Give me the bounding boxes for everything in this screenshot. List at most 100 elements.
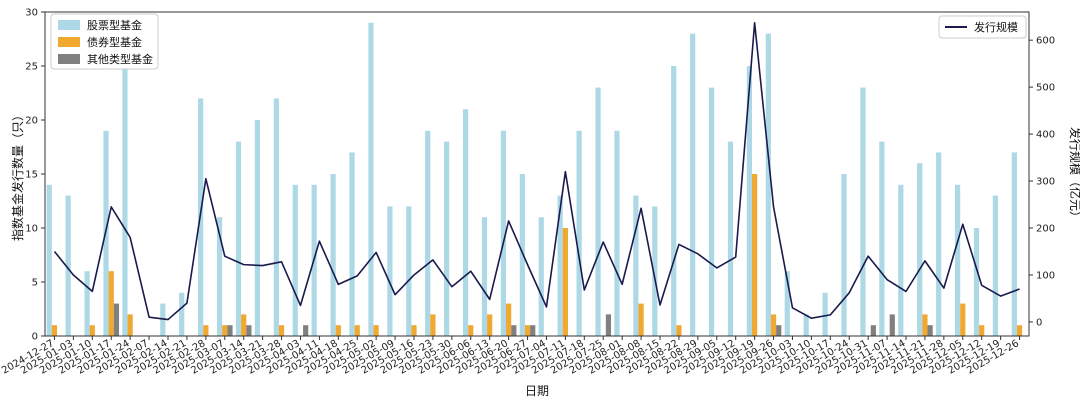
bar-stock <box>444 141 450 336</box>
y-tick-label-left: 25 <box>25 62 38 73</box>
bar-stock <box>84 271 90 336</box>
bar-other <box>511 325 517 336</box>
bar-bond <box>51 325 58 336</box>
y-tick-label-right: 600 <box>1036 36 1055 47</box>
bar-stock <box>803 314 809 336</box>
bar-stock <box>387 206 393 336</box>
legend-swatch-bond <box>58 37 80 47</box>
bars-layer <box>46 22 1023 337</box>
axes-layer: 05101520253001002003004005006002024-12-2… <box>0 8 1055 377</box>
bar-stock <box>254 120 261 336</box>
bar-bond <box>335 325 341 336</box>
bar-other <box>246 325 252 336</box>
y-axis-label-right: 发行规模（亿元） <box>1068 127 1080 223</box>
line-layer <box>53 21 1020 321</box>
bar-other <box>227 325 233 336</box>
y-tick-label-left: 0 <box>32 332 38 343</box>
bar-stock <box>822 292 828 336</box>
y-tick-label-right: 0 <box>1036 317 1042 328</box>
bar-stock <box>860 87 866 336</box>
bar-bond <box>241 314 247 336</box>
bar-bond <box>108 271 114 336</box>
bar-stock <box>954 184 961 336</box>
legend-right: 发行规模 <box>938 15 1027 39</box>
bar-stock <box>690 33 696 336</box>
bar-stock <box>595 87 601 336</box>
bar-bond <box>487 314 493 336</box>
legend-label-bond: 债券型基金 <box>87 35 142 49</box>
bar-stock <box>633 195 639 336</box>
y-tick-label-right: 500 <box>1036 83 1055 94</box>
legend-label-other: 其他类型基金 <box>87 52 153 66</box>
bar-bond <box>203 325 209 336</box>
bar-other <box>530 325 536 336</box>
bar-other <box>303 325 309 336</box>
bar-stock <box>122 22 128 337</box>
bar-stock <box>1011 152 1017 336</box>
bar-other <box>113 303 120 336</box>
bar-stock <box>973 228 980 336</box>
bar-stock <box>917 163 923 336</box>
bar-stock <box>216 217 223 336</box>
y-axis-label-left: 指数基金发行数量（只） <box>10 109 25 241</box>
bar-stock <box>65 195 71 336</box>
y-tick-label-left: 15 <box>25 170 38 181</box>
bar-stock <box>992 195 999 336</box>
bar-bond <box>127 314 133 336</box>
bar-stock <box>235 141 242 336</box>
bar-bond <box>770 314 777 336</box>
bar-stock <box>519 174 525 336</box>
bar-bond <box>354 325 360 336</box>
bar-other <box>889 314 895 336</box>
bar-stock <box>425 130 431 336</box>
bar-bond <box>922 314 928 336</box>
legend-right-frame <box>938 15 1027 39</box>
bar-bond <box>373 325 379 336</box>
bar-bond <box>468 325 474 336</box>
bar-stock <box>500 130 507 336</box>
x-axis-label: 日期 <box>525 384 549 398</box>
bar-stock <box>879 141 885 336</box>
bar-stock <box>462 109 469 336</box>
bar-stock <box>784 271 790 336</box>
bar-bond <box>676 325 682 336</box>
bar-stock <box>671 66 677 336</box>
y-tick-label-left: 10 <box>25 224 38 235</box>
y-tick-label-right: 200 <box>1036 224 1055 235</box>
bar-stock <box>557 195 563 336</box>
bar-stock <box>538 217 544 336</box>
bar-stock <box>652 206 658 336</box>
bar-stock <box>349 152 355 336</box>
bar-bond <box>752 174 758 336</box>
legend-label-scale: 发行规模 <box>974 20 1018 34</box>
bar-other <box>870 325 876 336</box>
bar-stock <box>936 152 942 336</box>
y-tick-label-right: 100 <box>1036 270 1055 281</box>
bar-stock <box>481 217 488 336</box>
bar-bond <box>638 303 644 336</box>
bar-stock <box>708 87 715 336</box>
bar-stock <box>368 22 374 337</box>
bar-other <box>776 325 782 336</box>
bar-stock <box>576 130 582 336</box>
y-tick-label-left: 20 <box>25 116 38 127</box>
y-tick-label-right: 300 <box>1036 177 1055 188</box>
bar-bond <box>222 325 228 336</box>
bar-bond <box>960 303 966 336</box>
bar-stock <box>160 303 166 336</box>
bar-stock <box>841 174 847 336</box>
bar-stock <box>746 66 753 336</box>
legend-left: 股票型基金 债券型基金 其他类型基金 <box>50 13 159 70</box>
bar-stock <box>406 206 412 336</box>
bar-stock <box>898 184 904 336</box>
scale-line <box>53 21 1020 321</box>
bar-stock <box>330 174 336 336</box>
bar-stock <box>179 292 185 336</box>
bar-bond <box>278 325 285 336</box>
bar-bond <box>506 303 512 336</box>
bar-bond <box>524 325 531 336</box>
bar-stock <box>46 184 52 336</box>
bar-other <box>605 314 612 336</box>
